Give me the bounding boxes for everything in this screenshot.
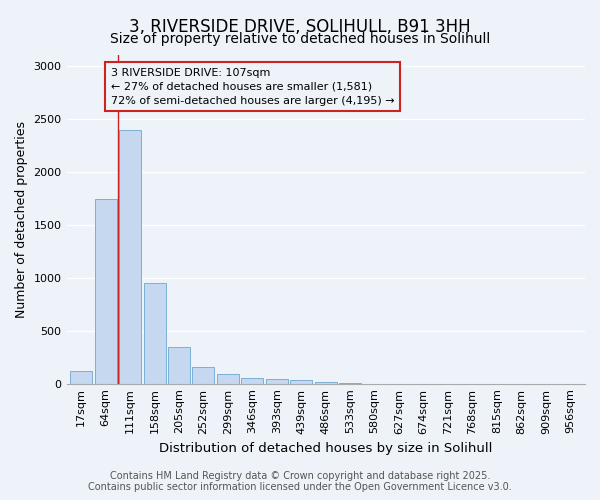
Bar [339, 383, 361, 384]
Bar [168, 347, 190, 384]
Text: Size of property relative to detached houses in Solihull: Size of property relative to detached ho… [110, 32, 490, 46]
Bar [193, 367, 214, 384]
Bar [119, 130, 141, 384]
Bar [290, 380, 313, 384]
X-axis label: Distribution of detached houses by size in Solihull: Distribution of detached houses by size … [159, 442, 493, 455]
Text: 3, RIVERSIDE DRIVE, SOLIHULL, B91 3HH: 3, RIVERSIDE DRIVE, SOLIHULL, B91 3HH [129, 18, 471, 36]
Y-axis label: Number of detached properties: Number of detached properties [15, 121, 28, 318]
Bar [70, 371, 92, 384]
Bar [315, 382, 337, 384]
Bar [241, 378, 263, 384]
Bar [95, 199, 116, 384]
Text: Contains HM Land Registry data © Crown copyright and database right 2025.
Contai: Contains HM Land Registry data © Crown c… [88, 471, 512, 492]
Bar [217, 374, 239, 384]
Text: 3 RIVERSIDE DRIVE: 107sqm
← 27% of detached houses are smaller (1,581)
72% of se: 3 RIVERSIDE DRIVE: 107sqm ← 27% of detac… [110, 68, 394, 106]
Bar [143, 283, 166, 384]
Bar [266, 379, 288, 384]
